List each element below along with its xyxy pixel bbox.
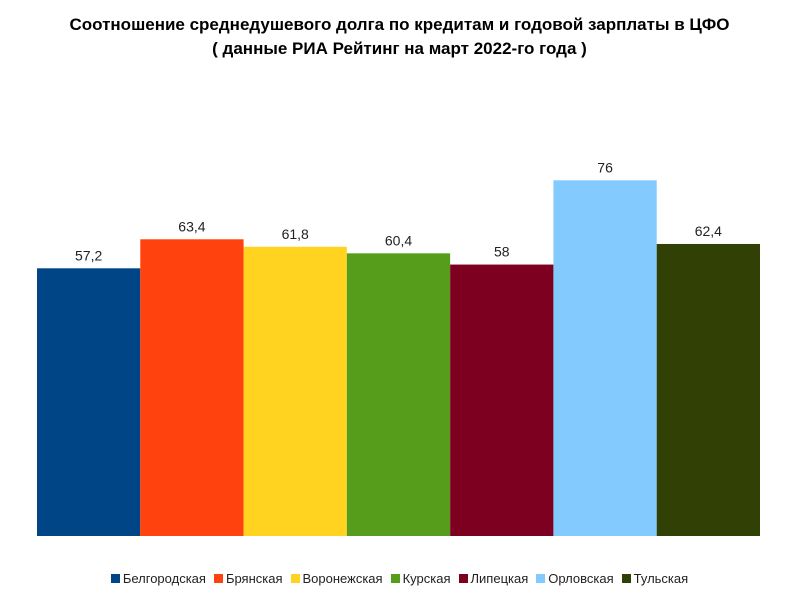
chart-title: Соотношение среднедушевого долга по кред… <box>69 15 730 34</box>
legend-item-1: Белгородская <box>110 571 206 586</box>
legend-label: Тульская <box>633 571 689 586</box>
data-label-4: 60,4 <box>385 232 412 248</box>
legend-item-3: Воронежская <box>290 571 383 586</box>
bar-3 <box>243 246 347 536</box>
legend-item-2: Брянская <box>213 571 283 586</box>
legend-item-5: Липецкая <box>458 571 529 586</box>
legend-label: Воронежская <box>302 571 383 586</box>
legend-item-6: Орловская <box>536 571 614 586</box>
data-label-2: 63,4 <box>178 218 205 234</box>
bar-6 <box>553 180 657 536</box>
bar-5 <box>450 264 554 536</box>
legend-label: Орловская <box>548 571 614 586</box>
legend-label: Брянская <box>225 571 283 586</box>
legend-swatch <box>213 574 223 583</box>
legend-item-4: Курская <box>390 571 451 586</box>
bar-4 <box>346 253 451 536</box>
legend-label: Белгородская <box>122 571 206 586</box>
chart-subtitle: ( данные РИА Рейтинг на март 2022-го год… <box>212 39 587 58</box>
legend: Белгородская Брянская Воронежская Курская Ли… <box>0 571 799 586</box>
legend-label: Липецкая <box>470 571 529 586</box>
legend-swatch <box>536 574 546 583</box>
data-label-7: 62,4 <box>695 223 722 239</box>
bar-1 <box>37 268 141 536</box>
legend-swatch <box>390 574 400 583</box>
legend-swatch <box>290 574 300 583</box>
legend-swatch <box>458 574 468 583</box>
bar-2 <box>140 239 244 536</box>
legend-swatch <box>621 574 631 583</box>
legend-label: Курская <box>402 571 451 586</box>
legend-swatch <box>110 574 120 583</box>
data-label-5: 58 <box>494 244 510 260</box>
data-label-1: 57,2 <box>75 247 102 263</box>
data-label-3: 61,8 <box>282 226 309 242</box>
data-label-6: 76 <box>597 159 613 175</box>
bar-7 <box>656 243 760 536</box>
legend-item-7: Тульская <box>621 571 689 586</box>
